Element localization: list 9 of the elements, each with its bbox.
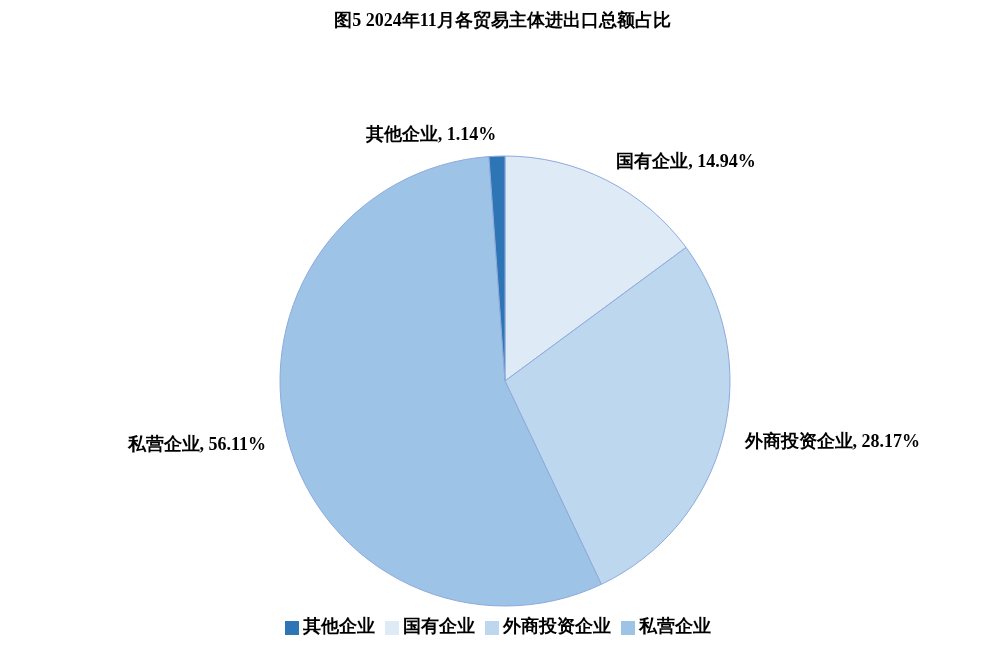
legend-label: 私营企业 (638, 616, 711, 636)
chart-title: 图5 2024年11月各贸易主体进出口总额占比 (333, 9, 672, 32)
category-label: 国有企业, 14.94% (616, 150, 756, 171)
legend-label: 其他企业 (302, 616, 375, 636)
legend-label: 外商投资企业 (502, 616, 611, 636)
category-label: 私营企业, 56.11% (127, 433, 267, 454)
category-label: 其他企业, 1.14% (365, 124, 497, 145)
category-label: 外商投资企业, 28.17% (744, 431, 921, 452)
legend-label: 国有企业 (402, 616, 475, 636)
